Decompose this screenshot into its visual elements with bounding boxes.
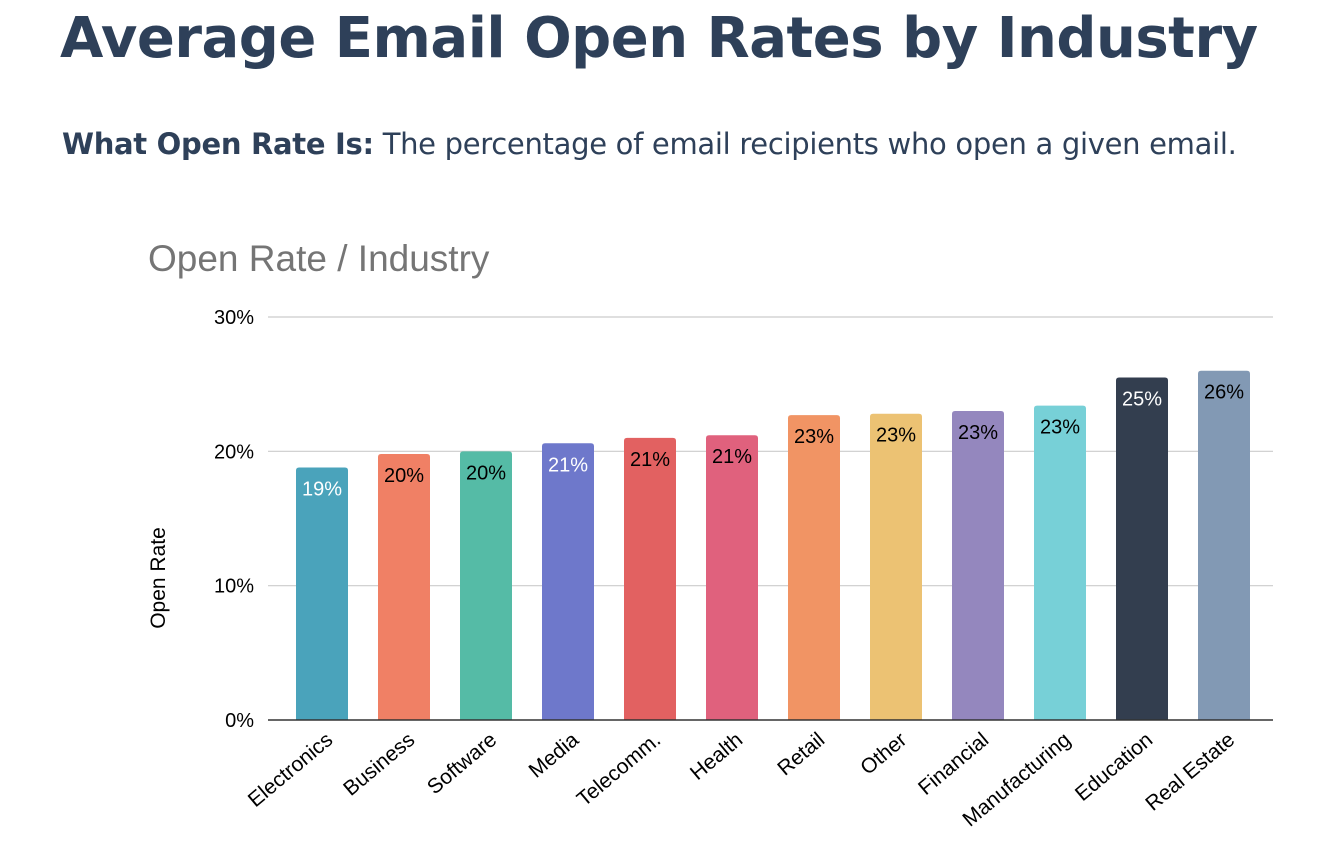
data-label: 21% (548, 454, 588, 476)
bar-manufacturing (1034, 405, 1086, 720)
bar-health (706, 435, 758, 720)
data-label: 20% (466, 462, 506, 484)
bar-media (542, 443, 594, 720)
data-label: 26% (1204, 382, 1244, 404)
x-tick-label: Telecomm. (573, 728, 666, 811)
x-tick-label: Retail (773, 728, 829, 780)
y-tick-label: 0% (225, 710, 254, 732)
data-label: 23% (876, 425, 916, 447)
x-tick-label: Other (856, 728, 911, 779)
chart-title: Open Rate / Industry (148, 238, 490, 279)
bars (296, 370, 1250, 720)
bar-education (1116, 377, 1168, 720)
data-labels: 19% 20% 20% 21% 21% 21% 23% 23% 23% 23% 25% 26% (302, 382, 1244, 501)
data-label: 19% (302, 478, 342, 500)
bar-real-estate (1198, 370, 1250, 720)
y-tick-label: 10% (214, 576, 254, 598)
bar-retail (788, 415, 840, 720)
data-label: 21% (712, 446, 752, 468)
y-axis-ticks: 0% 10% 20% 30% (214, 307, 254, 732)
page-title: Average Email Open Rates by Industry (60, 6, 1258, 71)
bar-software (460, 451, 512, 720)
gridlines (268, 316, 1273, 587)
data-label: 23% (1040, 417, 1080, 439)
x-tick-label: Health (686, 728, 747, 785)
data-label: 21% (630, 449, 670, 471)
bar-electronics (296, 467, 348, 720)
x-tick-label: Software (423, 728, 501, 799)
bar-business (378, 454, 430, 720)
y-axis-label: Open Rate (147, 527, 170, 629)
x-tick-label: Media (525, 728, 584, 783)
x-tick-label: Electronics (244, 728, 337, 812)
data-label: 20% (384, 465, 424, 487)
data-label: 25% (1122, 388, 1162, 410)
open-rate-definition: What Open Rate Is: The percentage of ema… (62, 127, 1237, 161)
data-label: 23% (958, 422, 998, 444)
bar-other (870, 413, 922, 720)
data-label: 23% (794, 426, 834, 448)
y-tick-label: 20% (214, 441, 254, 463)
x-tick-label: Business (339, 728, 419, 800)
definition-lead: What Open Rate Is: (62, 127, 374, 161)
y-tick-label: 30% (214, 307, 254, 329)
bar-telecomm (624, 437, 676, 720)
bar-financial (952, 411, 1004, 720)
x-tick-label: Financial (914, 728, 993, 800)
x-tick-label: Real Estate (1141, 728, 1239, 815)
definition-text: The percentage of email recipients who o… (382, 127, 1237, 161)
x-axis-labels: Electronics Business Software MediaTelecomm… (244, 728, 1239, 831)
